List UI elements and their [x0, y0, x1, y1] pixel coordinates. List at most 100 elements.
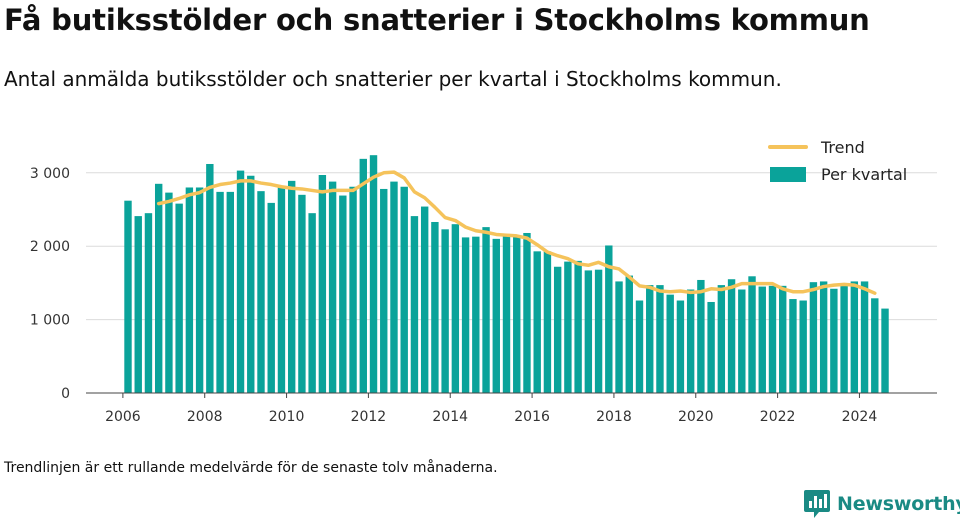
- y-tick-label: 3 000: [30, 166, 70, 182]
- bar: [553, 266, 562, 393]
- bar: [226, 191, 234, 393]
- bar: [635, 300, 644, 393]
- bar: [584, 270, 593, 393]
- x-axis: 2006 2008 2010 2012 2014 2016 2018 2020 2022 2024: [86, 392, 937, 425]
- bar: [298, 194, 306, 393]
- chart-subtitle: Antal anmälda butiksstölder och snatteri…: [4, 67, 782, 91]
- bar: [349, 186, 357, 393]
- bar: [124, 200, 132, 393]
- bar: [277, 186, 286, 393]
- brand-name: Newsworthy: [837, 493, 960, 515]
- bar: [236, 170, 245, 393]
- x-tick-label: 2022: [760, 409, 796, 425]
- bar: [543, 251, 552, 393]
- bar-chart-speech-bubble-icon: [804, 490, 830, 518]
- bar: [267, 202, 275, 393]
- bar: [615, 281, 623, 393]
- bar: [257, 191, 265, 393]
- bar: [390, 181, 398, 393]
- legend-per-kvartal-label: Per kvartal: [821, 165, 907, 184]
- bar: [881, 308, 889, 393]
- bar: [502, 235, 511, 393]
- bar: [625, 275, 633, 393]
- bar: [287, 180, 296, 393]
- bar: [768, 285, 777, 393]
- bar: [779, 285, 787, 393]
- footnote: Trendlinjen är ett rullande medelvärde f…: [4, 460, 498, 476]
- bar: [860, 281, 869, 393]
- bar: [523, 232, 531, 393]
- bar: [727, 279, 736, 393]
- bar: [492, 238, 500, 393]
- trend-series: [156, 170, 877, 295]
- x-tick-label: 2018: [596, 409, 632, 425]
- bar-series: [124, 155, 889, 393]
- legend: Trend Per kvartal: [768, 138, 907, 184]
- bar: [472, 236, 480, 393]
- bar: [359, 158, 367, 393]
- bar: [871, 298, 879, 393]
- bar: [308, 213, 316, 393]
- bar: [564, 261, 572, 393]
- bar-line-chart: 0 1 000 2 000 3 000 2006 2008 2010 2012 2014 201…: [30, 138, 937, 425]
- bar: [185, 187, 194, 393]
- bar: [400, 186, 408, 393]
- bar: [175, 203, 183, 393]
- bar: [533, 251, 541, 393]
- brand-logo: Newsworthy: [803, 489, 960, 519]
- chart-title: Få butiksstölder och snatterier i Stockh…: [4, 3, 870, 37]
- bar: [339, 195, 347, 393]
- bar: [809, 282, 818, 393]
- bar: [461, 237, 470, 393]
- bar: [431, 221, 439, 393]
- gridlines: [86, 172, 937, 321]
- bar: [707, 301, 715, 393]
- x-tick-label: 2014: [432, 409, 468, 425]
- bar: [840, 285, 848, 393]
- bar: [216, 191, 224, 393]
- legend-trend-label: Trend: [820, 138, 865, 157]
- bar: [328, 181, 337, 393]
- bar: [697, 279, 705, 393]
- bar: [206, 163, 214, 393]
- bar: [144, 213, 153, 393]
- bar: [380, 188, 388, 393]
- bar: [594, 269, 603, 393]
- bar: [758, 286, 766, 393]
- bar: [482, 227, 490, 393]
- bar: [247, 175, 255, 393]
- bar: [420, 206, 429, 393]
- bar: [850, 281, 859, 393]
- bar: [686, 289, 695, 393]
- bar: [676, 300, 685, 393]
- x-tick-label: 2024: [842, 409, 878, 425]
- x-tick-label: 2016: [514, 409, 550, 425]
- bar: [666, 294, 674, 393]
- x-tick-label: 2012: [351, 409, 387, 425]
- x-tick-label: 2006: [105, 409, 141, 425]
- bar: [165, 192, 173, 393]
- x-tick-label: 2020: [678, 409, 714, 425]
- y-axis-tick-labels: 0 1 000 2 000 3 000: [30, 166, 70, 402]
- x-tick-label: 2010: [269, 409, 305, 425]
- y-tick-label: 0: [61, 386, 70, 402]
- bar: [154, 183, 163, 393]
- x-tick-label: 2008: [187, 409, 223, 425]
- bar: [646, 285, 654, 393]
- bar: [195, 187, 204, 393]
- bar: [799, 300, 807, 393]
- bar: [513, 235, 521, 393]
- bar: [134, 216, 142, 393]
- bar: [748, 276, 756, 393]
- bar: [441, 229, 449, 393]
- bar: [605, 245, 613, 393]
- y-tick-label: 1 000: [30, 313, 70, 329]
- bar: [369, 155, 378, 393]
- bar: [789, 299, 797, 393]
- y-tick-label: 2 000: [30, 239, 70, 255]
- bar: [451, 224, 460, 393]
- legend-per-kvartal-swatch: [770, 167, 806, 182]
- bar: [830, 288, 838, 393]
- bar: [410, 216, 419, 393]
- bar: [574, 260, 582, 393]
